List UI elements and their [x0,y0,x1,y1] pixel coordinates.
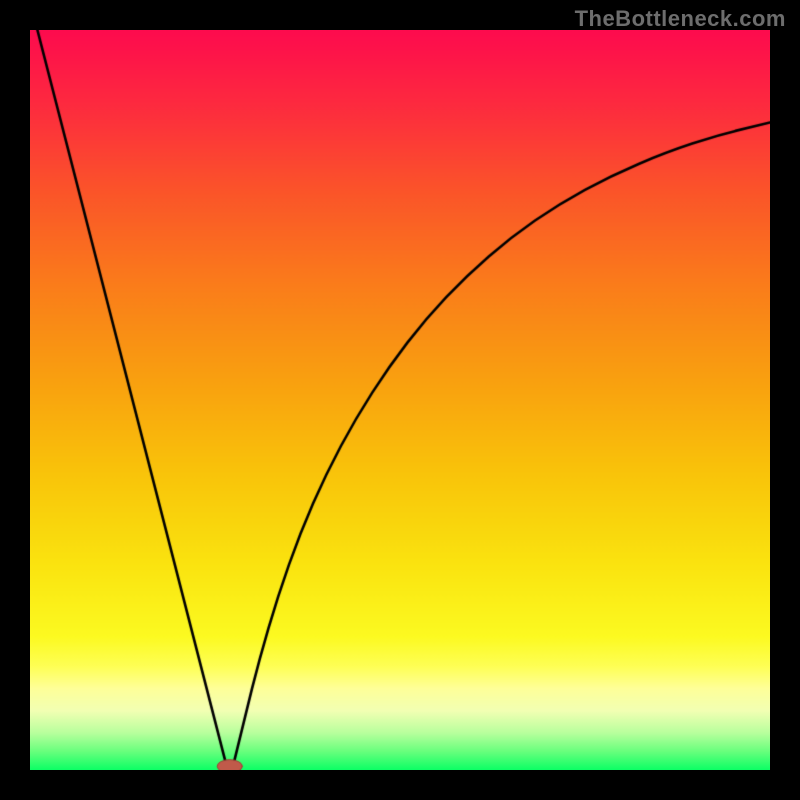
plot-canvas [30,30,770,770]
chart-stage: TheBottleneck.com [0,0,800,800]
watermark-text: TheBottleneck.com [575,6,786,32]
